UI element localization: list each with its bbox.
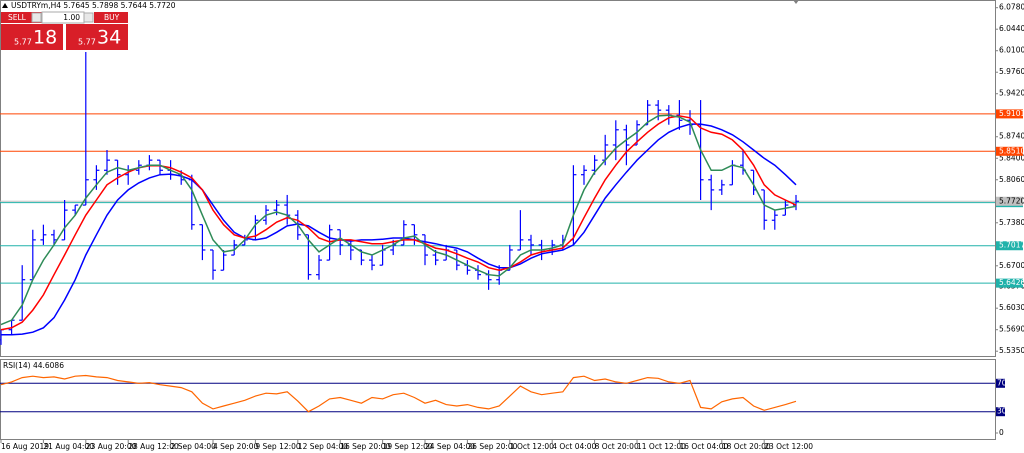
lot-increase[interactable] (83, 12, 94, 23)
y-tick-label: 5.8740 (999, 132, 1024, 141)
x-tick-label: 16 Oct 04:00 (679, 442, 728, 451)
ask-box[interactable] (66, 24, 128, 50)
price-level-label: 5.8510 (999, 146, 1024, 155)
rsi-level-box (996, 407, 1005, 417)
price-level-box (996, 146, 1023, 156)
y-tick-label: 5.5350 (999, 346, 1024, 355)
x-tick-label: 21 Aug 04:00 (43, 442, 94, 451)
price-level-box (996, 109, 1023, 119)
y-tick-label: 6.0780 (999, 3, 1024, 12)
buy-button[interactable] (94, 12, 128, 23)
y-tick-label: 5.8060 (999, 175, 1024, 184)
moving-average (0, 114, 797, 326)
ask-head: 5.77 (78, 38, 96, 47)
x-tick-label: 26 Sep 20:00 (467, 442, 517, 451)
chart-shift-marker (793, 0, 799, 4)
price-level-label: 5.6426 (999, 278, 1024, 287)
x-tick-label: 9 Sep 12:00 (255, 442, 301, 451)
x-tick-label: 23 Aug 20:00 (86, 442, 137, 451)
bid-box[interactable] (1, 24, 63, 50)
buy-label: BUY (104, 13, 120, 22)
main-window-frame (0, 0, 996, 357)
rsi-level-box (996, 378, 1005, 388)
x-tick-label: 23 Oct 12:00 (764, 442, 813, 451)
x-tick-label: 28 Aug 12:00 (128, 442, 179, 451)
x-tick-label: 4 Oct 04:00 (552, 442, 596, 451)
price-level-box (996, 278, 1023, 288)
rsi-title: RSI(14) 44.6086 (3, 361, 64, 370)
x-tick-label: 11 Oct 12:00 (637, 442, 686, 451)
bid-tail: 18 (33, 27, 57, 49)
rsi-window-frame (0, 359, 996, 440)
y-tick-label: 6.0100 (999, 46, 1024, 55)
price-level-label: 5.9101 (999, 109, 1024, 118)
x-tick-label: 16 Sep 20:00 (340, 442, 390, 451)
y-tick-label: 5.9420 (999, 89, 1024, 98)
rsi-level-label: 30 (997, 407, 1007, 416)
price-level-box (996, 196, 1023, 206)
y-tick-label: 5.6700 (999, 261, 1024, 270)
sell-label: SELL (8, 13, 27, 22)
collapse-icon[interactable] (2, 3, 8, 8)
rsi-y-tick-label: 0 (999, 428, 1004, 437)
price-level-label: 5.7017 (999, 241, 1024, 250)
x-tick-label: 1 Oct 12:00 (510, 442, 554, 451)
y-tick-label: 5.6030 (999, 303, 1024, 312)
ask-tail: 34 (97, 27, 121, 49)
y-tick-label: 5.8400 (999, 153, 1024, 162)
x-tick-label: 2 Sep 04:00 (171, 442, 217, 451)
x-tick-label: 18 Oct 20:00 (722, 442, 771, 451)
sell-button[interactable] (1, 12, 42, 23)
bid-head: 5.77 (14, 38, 32, 47)
y-tick-label: 5.5690 (999, 325, 1024, 334)
x-tick-label: 12 Sep 04:00 (298, 442, 348, 451)
rsi-level-label: 70 (997, 378, 1007, 387)
x-tick-label: 19 Sep 12:00 (383, 442, 433, 451)
moving-average (1, 123, 797, 336)
lot-value: 1.00 (63, 13, 80, 22)
rsi-line (0, 374, 797, 413)
one-click-panel: SELL 1.00 BUY 5.77 18 5.77 34 (1, 11, 128, 50)
chart-header: USDTRYm,H4 5.7645 5.7898 5.7644 5.7720 (11, 1, 176, 10)
price-level-box (996, 241, 1023, 251)
x-tick-label: 8 Oct 20:00 (595, 442, 639, 451)
x-tick-label: 4 Sep 20:00 (213, 442, 259, 451)
y-tick-label: 5.7380 (999, 218, 1024, 227)
price-level-label: 5.7720 (999, 196, 1024, 205)
lot-decrease[interactable] (31, 12, 42, 23)
y-tick-label: 5.9760 (999, 67, 1024, 76)
x-tick-label: 24 Sep 04:00 (425, 442, 475, 451)
x-tick-label: 16 Aug 2019 (1, 442, 49, 451)
y-tick-label: 6.0440 (999, 24, 1024, 33)
